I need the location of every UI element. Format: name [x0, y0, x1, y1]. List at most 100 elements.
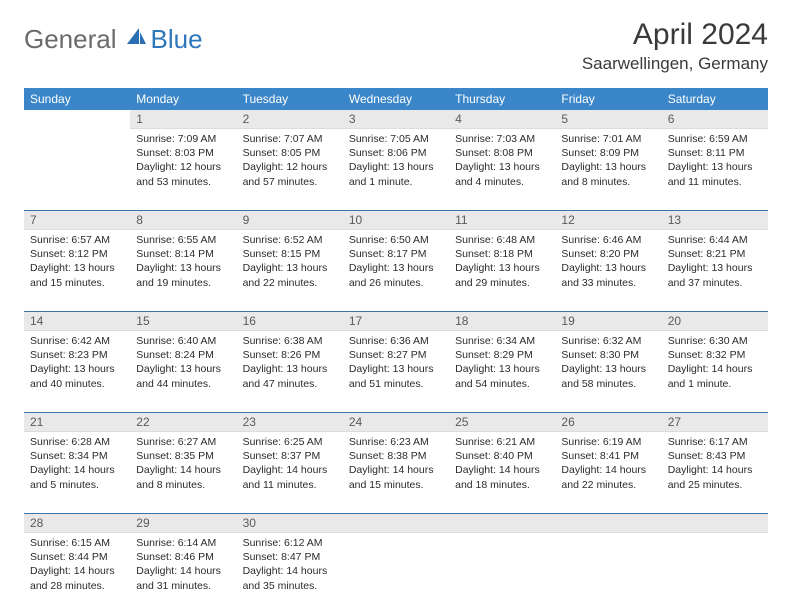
daylight-text: Daylight: 13 hours and 19 minutes. [136, 261, 230, 289]
sunrise-text: Sunrise: 6:36 AM [349, 334, 443, 348]
sunset-text: Sunset: 8:26 PM [243, 348, 337, 362]
sunset-text: Sunset: 8:05 PM [243, 146, 337, 160]
sunset-text: Sunset: 8:29 PM [455, 348, 549, 362]
sunset-text: Sunset: 8:06 PM [349, 146, 443, 160]
weekday-header: Monday [130, 88, 236, 110]
daylight-text: Daylight: 14 hours and 15 minutes. [349, 463, 443, 491]
sunrise-text: Sunrise: 7:05 AM [349, 132, 443, 146]
day-details: Sunrise: 6:38 AMSunset: 8:26 PMDaylight:… [237, 331, 343, 395]
sunrise-text: Sunrise: 7:03 AM [455, 132, 549, 146]
title-block: April 2024 Saarwellingen, Germany [582, 18, 768, 74]
day-body-row: Sunrise: 6:28 AMSunset: 8:34 PM Daylight:… [24, 432, 768, 514]
sunrise-text: Sunrise: 7:09 AM [136, 132, 230, 146]
sunset-text: Sunset: 8:46 PM [136, 550, 230, 564]
day-details: Sunrise: 6:50 AMSunset: 8:17 PMDaylight:… [343, 230, 449, 294]
sunrise-text: Sunrise: 6:48 AM [455, 233, 549, 247]
daylight-text: Daylight: 12 hours and 53 minutes. [136, 160, 230, 188]
daylight-text: Daylight: 14 hours and 18 minutes. [455, 463, 549, 491]
day-number: 17 [343, 312, 449, 331]
empty-cell [24, 110, 130, 129]
day-details: Sunrise: 6:59 AMSunset: 8:11 PMDaylight:… [662, 129, 768, 193]
day-number: 28 [24, 514, 130, 533]
logo: General Blue [24, 24, 203, 55]
daylight-text: Daylight: 13 hours and 37 minutes. [668, 261, 762, 289]
sunset-text: Sunset: 8:44 PM [30, 550, 124, 564]
sunset-text: Sunset: 8:41 PM [561, 449, 655, 463]
day-number: 20 [662, 312, 768, 331]
day-details: Sunrise: 6:46 AMSunset: 8:20 PMDaylight:… [555, 230, 661, 294]
daylight-text: Daylight: 14 hours and 11 minutes. [243, 463, 337, 491]
daylight-text: Daylight: 13 hours and 8 minutes. [561, 160, 655, 188]
daylight-text: Daylight: 13 hours and 15 minutes. [30, 261, 124, 289]
daylight-text: Daylight: 12 hours and 57 minutes. [243, 160, 337, 188]
day-details: Sunrise: 6:48 AMSunset: 8:18 PMDaylight:… [449, 230, 555, 294]
day-number: 2 [237, 110, 343, 129]
day-details: Sunrise: 6:30 AMSunset: 8:32 PMDaylight:… [662, 331, 768, 395]
day-number: 19 [555, 312, 661, 331]
sunset-text: Sunset: 8:09 PM [561, 146, 655, 160]
sunrise-text: Sunrise: 6:21 AM [455, 435, 549, 449]
sunrise-text: Sunrise: 6:17 AM [668, 435, 762, 449]
day-body-row: Sunrise: 6:42 AMSunset: 8:23 PMDaylight:… [24, 331, 768, 413]
empty-day-number [555, 514, 661, 533]
day-details: Sunrise: 6:25 AMSunset: 8:37 PMDaylight:… [237, 432, 343, 496]
sunset-text: Sunset: 8:40 PM [455, 449, 549, 463]
empty-day-body [24, 129, 130, 211]
daylight-text: Daylight: 14 hours and 31 minutes. [136, 564, 230, 592]
day-details: Sunrise: 6:32 AMSunset: 8:30 PMDaylight:… [555, 331, 661, 395]
sunrise-text: Sunrise: 6:57 AM [30, 233, 124, 247]
day-body-row: Sunrise: 6:57 AMSunset: 8:12 PMDaylight:… [24, 230, 768, 312]
day-details: Sunrise: 6:40 AMSunset: 8:24 PMDaylight:… [130, 331, 236, 395]
daylight-text: Daylight: 14 hours and 35 minutes. [243, 564, 337, 592]
daylight-text: Daylight: 14 hours and 8 minutes. [136, 463, 230, 491]
sunset-text: Sunset: 8:32 PM [668, 348, 762, 362]
day-details: Sunrise: 6:21 AMSunset: 8:40 PMDaylight:… [449, 432, 555, 496]
day-number: 1 [130, 110, 236, 129]
sunrise-text: Sunrise: 7:07 AM [243, 132, 337, 146]
sunrise-text: Sunrise: 6:34 AM [455, 334, 549, 348]
sunset-text: Sunset: 8:38 PM [349, 449, 443, 463]
day-body-row: Sunrise: 6:15 AMSunset: 8:44 PMDaylight:… [24, 533, 768, 615]
sunset-text: Sunset: 8:35 PM [136, 449, 230, 463]
day-details: Sunrise: 6:19 AMSunset: 8:41 PMDaylight:… [555, 432, 661, 496]
day-number: 27 [662, 413, 768, 432]
daylight-text: Daylight: 14 hours and 1 minute. [668, 362, 762, 390]
sunset-text: Sunset: 8:03 PM [136, 146, 230, 160]
sunrise-text: Sunrise: 6:28 AM [30, 435, 124, 449]
sunset-text: Sunset: 8:37 PM [243, 449, 337, 463]
day-details: Sunrise: 6:14 AMSunset: 8:46 PMDaylight:… [130, 533, 236, 597]
sunset-text: Sunset: 8:08 PM [455, 146, 549, 160]
header: General Blue April 2024 Saarwellingen, G… [24, 18, 768, 74]
day-number: 5 [555, 110, 661, 129]
daylight-text: Daylight: 13 hours and 47 minutes. [243, 362, 337, 390]
daylight-text: Daylight: 13 hours and 58 minutes. [561, 362, 655, 390]
daylight-text: Daylight: 13 hours and 29 minutes. [455, 261, 549, 289]
day-number: 16 [237, 312, 343, 331]
day-details: Sunrise: 6:52 AMSunset: 8:15 PMDaylight:… [237, 230, 343, 294]
weekday-header-row: SundayMondayTuesdayWednesdayThursdayFrid… [24, 88, 768, 110]
logo-text-blue: Blue [151, 24, 203, 55]
day-number: 14 [24, 312, 130, 331]
empty-day-body [343, 533, 449, 615]
empty-day-body [555, 533, 661, 615]
day-number: 12 [555, 211, 661, 230]
weekday-header: Wednesday [343, 88, 449, 110]
sunset-text: Sunset: 8:11 PM [668, 146, 762, 160]
sunrise-text: Sunrise: 7:01 AM [561, 132, 655, 146]
sunrise-text: Sunrise: 6:19 AM [561, 435, 655, 449]
sunset-text: Sunset: 8:24 PM [136, 348, 230, 362]
sunset-text: Sunset: 8:21 PM [668, 247, 762, 261]
day-details: Sunrise: 6:44 AMSunset: 8:21 PMDaylight:… [662, 230, 768, 294]
sunset-text: Sunset: 8:23 PM [30, 348, 124, 362]
day-number: 22 [130, 413, 236, 432]
daylight-text: Daylight: 13 hours and 33 minutes. [561, 261, 655, 289]
day-number-row: 282930 [24, 514, 768, 533]
day-details: Sunrise: 7:09 AMSunset: 8:03 PMDaylight:… [130, 129, 236, 193]
sunset-text: Sunset: 8:34 PM [30, 449, 124, 463]
sunset-text: Sunset: 8:47 PM [243, 550, 337, 564]
weekday-header: Thursday [449, 88, 555, 110]
sunset-text: Sunset: 8:30 PM [561, 348, 655, 362]
sunrise-text: Sunrise: 6:40 AM [136, 334, 230, 348]
day-details: Sunrise: 6:12 AMSunset: 8:47 PMDaylight:… [237, 533, 343, 597]
location: Saarwellingen, Germany [582, 54, 768, 74]
